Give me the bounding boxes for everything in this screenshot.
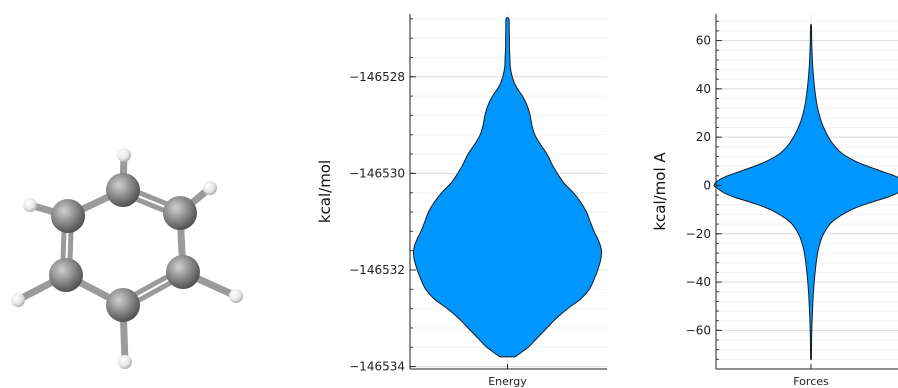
y-tick-label: −146534	[349, 360, 405, 374]
y-tick-label: 0	[703, 178, 711, 192]
energy-x-tick-label: Energy	[488, 375, 527, 388]
hydrogen-atom	[203, 181, 217, 195]
energy-violin-chart: −146534 −146532 −146530 −146528 kcal/mol En…	[316, 14, 607, 388]
y-tick-label: −60	[686, 323, 711, 337]
carbon-atom	[51, 199, 85, 233]
forces-axes	[715, 14, 898, 370]
forces-y-ticks: −60 −40 −20 0 20 40 60	[686, 34, 711, 338]
y-tick-label: −146532	[349, 263, 405, 277]
forces-violin-chart: −60 −40 −20 0 20 40 60 kcal/mol A Forces	[651, 14, 898, 388]
energy-violin	[412, 17, 603, 358]
carbon-atom	[166, 255, 200, 289]
carbon-atom	[106, 288, 140, 322]
hydrogen-atom	[23, 198, 37, 212]
forces-violin	[713, 23, 898, 360]
hydrogen-atom	[229, 289, 243, 303]
energy-y-ticks: −146534 −146532 −146530 −146528	[349, 70, 405, 374]
forces-y-axis-label: kcal/mol A	[651, 152, 669, 231]
y-tick-label: −20	[686, 227, 711, 241]
energy-axes	[409, 14, 607, 370]
carbon-atom	[163, 196, 197, 230]
hydrogen-atom	[117, 148, 131, 162]
forces-x-tick-label: Forces	[793, 375, 829, 388]
benzene-molecule	[11, 148, 243, 369]
y-tick-label: 60	[696, 34, 711, 48]
carbon-atom	[106, 173, 140, 207]
hydrogen-atom	[118, 355, 132, 369]
y-tick-label: 20	[696, 130, 711, 144]
y-tick-label: −146530	[349, 166, 405, 180]
energy-y-axis-label: kcal/mol	[316, 160, 334, 223]
y-tick-label: 40	[696, 82, 711, 96]
y-tick-label: −40	[686, 275, 711, 289]
hydrogen-atom	[11, 293, 25, 307]
carbon-atom	[49, 258, 83, 292]
y-tick-label: −146528	[349, 70, 405, 84]
molecule-atoms	[11, 148, 243, 369]
